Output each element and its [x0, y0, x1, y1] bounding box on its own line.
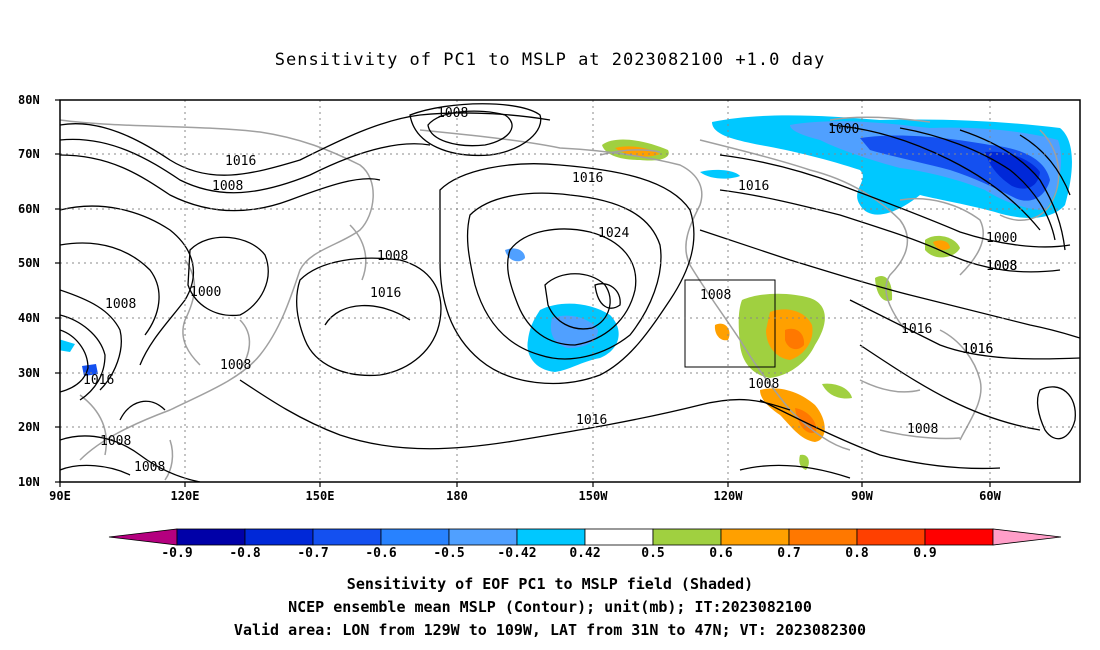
- contour-label: 1016: [576, 413, 607, 428]
- contour-label: 1016: [572, 171, 603, 186]
- colorbar-segment: [924, 528, 994, 546]
- colorbar-label: -0.6: [365, 546, 396, 561]
- colorbar-labels: -0.9 -0.8 -0.7 -0.6 -0.5 -0.42 0.42 0.5 …: [161, 546, 936, 561]
- neg-region-greenland-deep: [985, 151, 1040, 189]
- contour-label: 1008: [220, 358, 251, 373]
- colorbar-label: -0.7: [297, 546, 328, 561]
- lat-label: 40N: [18, 311, 40, 325]
- lon-label: 120W: [714, 489, 744, 503]
- colorbar-segment: [856, 528, 926, 546]
- colorbar-label: 0.42: [569, 546, 600, 561]
- lon-label: 60W: [979, 489, 1001, 503]
- colorbar-segment: [312, 528, 382, 546]
- colorbar-segment: [652, 528, 722, 546]
- colorbar-segment: [720, 528, 790, 546]
- colorbar-label: -0.8: [229, 546, 260, 561]
- contour-label: 1008: [377, 249, 408, 264]
- contour-label: 1016: [225, 154, 256, 169]
- lat-label: 50N: [18, 256, 40, 270]
- coastlines: [60, 116, 1060, 481]
- lat-label: 70N: [18, 147, 40, 161]
- lat-label: 10N: [18, 475, 40, 489]
- neg-region-greenland-core: [860, 135, 1050, 201]
- lat-label: 30N: [18, 366, 40, 380]
- lat-label: 80N: [18, 93, 40, 107]
- contour-label: 1008: [700, 288, 731, 303]
- colorbar-segment: [992, 528, 1062, 546]
- pos-region-mexico-green: [822, 383, 852, 399]
- contour-label: 1008: [986, 259, 1017, 274]
- plot-frame: [59, 99, 1081, 483]
- contour-label: 1016: [370, 286, 401, 301]
- colorbar-segment: [516, 528, 586, 546]
- contour-label: 1008: [437, 106, 468, 121]
- colorbar-segment: [788, 528, 858, 546]
- mslp-contours: [60, 103, 1080, 482]
- colorbar-label: -0.9: [161, 546, 192, 561]
- contour-label: 1008: [986, 259, 1017, 274]
- valid-area-box: [684, 279, 776, 368]
- contour-label: 1000: [190, 285, 221, 300]
- contour-label: 1016: [962, 342, 993, 357]
- lon-label: 150W: [579, 489, 609, 503]
- colorbar-label: 0.7: [777, 546, 800, 561]
- shaded-sensitivity: [60, 115, 1072, 470]
- contour-label: 1024: [598, 226, 629, 241]
- contour-label: 1016: [83, 373, 114, 388]
- lat-labels: 80N 70N 60N 50N 40N 30N 20N 10N: [18, 93, 40, 489]
- colorbar-label: 0.6: [709, 546, 733, 561]
- pos-small-3: [714, 323, 730, 341]
- lon-label: 120E: [171, 489, 200, 503]
- lon-labels: 90E 120E 150E 180 150W 120W 90W 60W: [49, 489, 1001, 503]
- axis-ticks: [55, 99, 991, 487]
- neg-region-pacific-core: [550, 315, 598, 348]
- grid-lines: [60, 100, 1080, 482]
- colorbar: [108, 528, 1062, 546]
- map-title: Sensitivity of PC1 to MSLP at 2023082100…: [274, 50, 826, 70]
- contour-label: 1008: [907, 422, 938, 437]
- lon-label: 150E: [306, 489, 335, 503]
- contour-label: 1000: [986, 231, 1017, 246]
- lon-label: 90E: [49, 489, 71, 503]
- sensitivity-map: 1008 1016 1008 1000 1008 1016 1008 1016 …: [18, 93, 1081, 561]
- contour-label-group: 1008 1016 1008 1000 1008 1016 1008 1016 …: [83, 106, 1017, 475]
- colorbar-segment: [244, 528, 314, 546]
- contour-label: 1000: [828, 122, 859, 137]
- contour-label: 1008: [134, 460, 165, 475]
- lon-label: 90W: [851, 489, 873, 503]
- colorbar-segment: [108, 528, 178, 546]
- contour-label: 1008: [105, 297, 136, 312]
- caption-line-3: Valid area: LON from 129W to 109W, LAT f…: [233, 621, 867, 639]
- contour-label: 1008: [748, 377, 779, 392]
- caption-line-2: NCEP ensemble mean MSLP (Contour); unit(…: [288, 598, 812, 616]
- colorbar-label: 0.8: [845, 546, 869, 561]
- colorbar-label: 0.9: [913, 546, 936, 561]
- pos-region-westus-deep: [785, 328, 805, 350]
- colorbar-segment: [176, 528, 246, 546]
- contour-label: 1008: [100, 434, 131, 449]
- colorbar-label: -0.5: [433, 546, 464, 561]
- lon-label: 180: [446, 489, 468, 503]
- colorbar-label: -0.42: [497, 546, 536, 561]
- contour-label: 1016: [738, 179, 769, 194]
- caption-line-1: Sensitivity of EOF PC1 to MSLP field (Sh…: [346, 575, 754, 593]
- lat-label: 20N: [18, 420, 40, 434]
- colorbar-label: 0.5: [641, 546, 664, 561]
- contour-label: 1016: [901, 322, 932, 337]
- neg-small-2: [60, 339, 75, 352]
- colorbar-segment: [448, 528, 518, 546]
- neg-small-4: [700, 169, 740, 179]
- contour-label: 1008: [212, 179, 243, 194]
- colorbar-segment: [380, 528, 450, 546]
- lat-label: 60N: [18, 202, 40, 216]
- pos-small-canada-core: [933, 240, 950, 250]
- colorbar-segment: [584, 528, 654, 546]
- contour-label: 1016: [962, 342, 993, 357]
